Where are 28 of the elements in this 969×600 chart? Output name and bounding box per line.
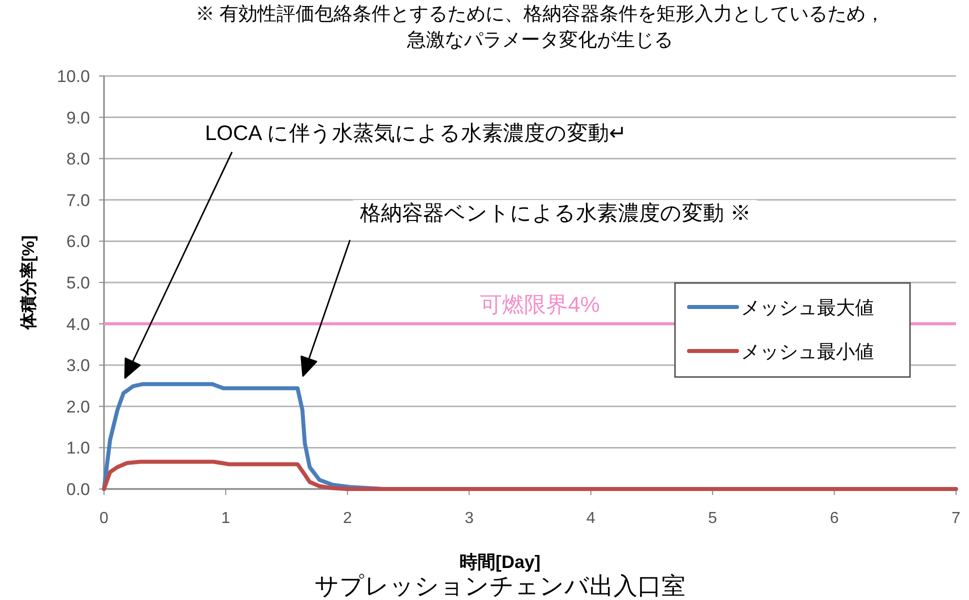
x-tick-label: 1 — [221, 510, 230, 527]
x-tick-label: 7 — [952, 510, 961, 527]
x-tick-label: 6 — [830, 510, 839, 527]
y-tick-label: 2.0 — [66, 397, 90, 416]
x-tick-label: 5 — [708, 510, 718, 527]
x-tick-label: 0 — [100, 510, 109, 527]
legend-label: メッシュ最小値 — [741, 342, 874, 363]
y-tick-label: 4.0 — [66, 314, 90, 334]
x-tick-label: 4 — [586, 510, 596, 527]
ref-line-label: 可燃限界4% — [480, 292, 600, 317]
annotation: LOCA に伴う水蒸気による水素濃度の変動↵ — [205, 122, 627, 145]
x-tick-label: 2 — [342, 510, 352, 527]
y-tick-label: 5.0 — [66, 274, 90, 292]
y-tick-label: 9.0 — [66, 108, 90, 128]
y-tick-label: 3.0 — [66, 356, 90, 376]
y-tick-label: 10.0 — [56, 67, 90, 86]
legend-label: メッシュ最大値 — [741, 298, 874, 319]
text: サプレッションチェンバ出入口室 — [314, 573, 686, 600]
y-tick-label: 1.0 — [66, 438, 90, 458]
y-axis-title: 体積分率[%] — [19, 235, 38, 331]
y-tick-label: 6.0 — [66, 232, 90, 252]
y-tick-label: 8.0 — [66, 150, 90, 169]
x-axis-title: 時間[Day] — [459, 552, 541, 572]
annotation: 格納容器ベントによる水素濃度の変動 ※ — [359, 202, 751, 225]
text: ※ 有効性評価包絡条件とするために、格納容器条件を矩形入力としているため，急激なパラメータ変化が生じる — [194, 3, 886, 53]
x-tick-label: 3 — [464, 510, 474, 527]
y-tick-label: 7.0 — [66, 190, 90, 210]
y-tick-label: 0.0 — [66, 480, 90, 499]
